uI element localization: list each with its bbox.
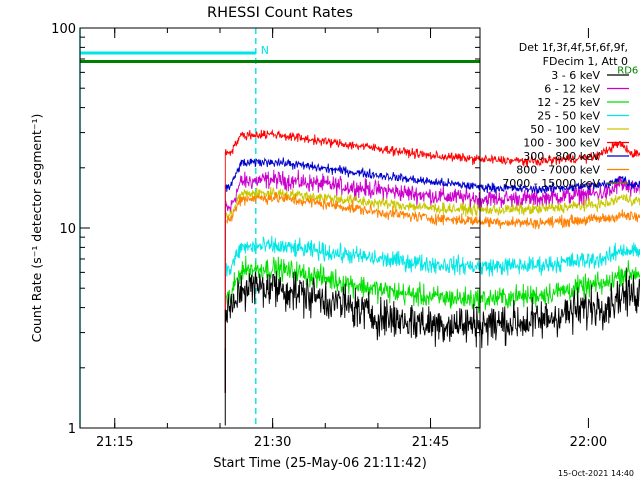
x-tick-label: 21:15 — [96, 435, 133, 450]
legend-entry-label: 50 - 100 keV — [530, 123, 600, 136]
axis-layer: 11010021:1521:3021:4522:0022:1522:3022:4… — [51, 22, 607, 450]
footer-timestamp: 15-Oct-2021 14:40 — [558, 469, 634, 478]
legend-entry-label: 25 - 50 keV — [537, 110, 600, 123]
legend-entry-label: 300 - 800 keV — [523, 150, 600, 163]
legend-header-line-2: FDecim 1, Att 0 — [543, 55, 628, 68]
series-line — [224, 255, 640, 393]
plot-area: NSRD0RD6 11010021:1521:3021:4522:0022:15… — [51, 22, 640, 450]
y-axis-label: Count Rate (s⁻¹ detector segment⁻¹) — [29, 114, 44, 343]
y-tick-label: 10 — [59, 222, 76, 237]
legend-entry-label: 100 - 300 keV — [523, 137, 600, 150]
series-line — [224, 267, 640, 393]
RD6-label: RD6 — [617, 66, 638, 77]
chart-title: RHESSI Count Rates — [207, 5, 353, 21]
x-tick-label: 21:30 — [254, 435, 291, 450]
x-tick-label: 21:45 — [412, 435, 449, 450]
legend-entry-label: 3 - 6 keV — [551, 69, 600, 82]
series-layer — [224, 128, 640, 426]
series-line — [224, 169, 640, 393]
x-tick-label: 22:00 — [570, 435, 607, 450]
legend: Det 1f,3f,4f,5f,6f,9f, FDecim 1, Att 0 3… — [502, 41, 629, 190]
y-tick-label: 1 — [68, 422, 76, 437]
y-tick-label: 100 — [51, 22, 76, 37]
series-line — [224, 235, 640, 393]
series-line — [224, 186, 640, 393]
legend-entry-label: 12 - 25 keV — [537, 96, 600, 109]
series-line — [224, 128, 640, 393]
series-line — [224, 191, 640, 393]
N-label: N — [261, 44, 269, 57]
legend-entry-label: 7000 - 15000 keV — [502, 177, 600, 190]
legend-entry-label: 6 - 12 keV — [544, 83, 600, 96]
x-axis-label: Start Time (25-May-06 21:11:42) — [213, 456, 427, 471]
legend-entry-label: 800 - 7000 keV — [516, 164, 600, 177]
legend-header-line-1: Det 1f,3f,4f,5f,6f,9f, — [519, 41, 628, 54]
series-line — [224, 157, 640, 393]
